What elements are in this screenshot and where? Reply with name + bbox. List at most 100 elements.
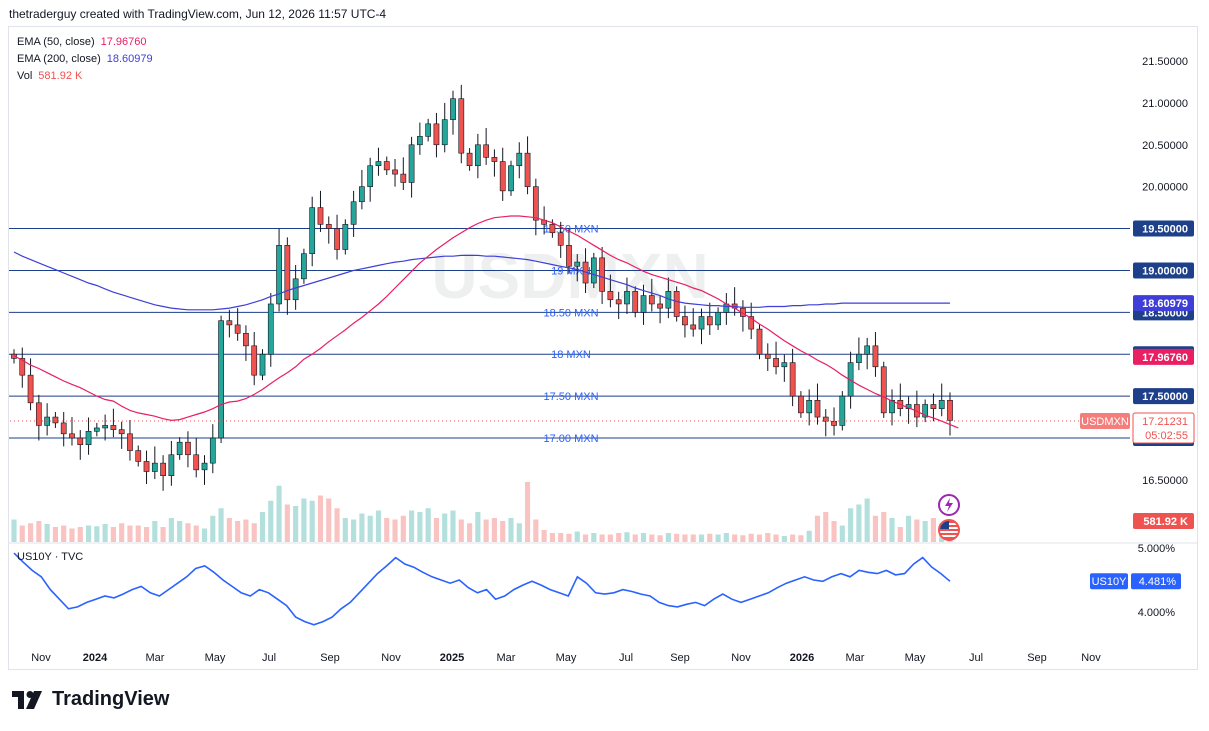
candle-body [773, 358, 779, 368]
candle-body [383, 161, 390, 171]
candle-body [350, 201, 357, 225]
candle-body [781, 362, 788, 368]
level-label: 17.00 MXN [543, 433, 598, 445]
volume-bar [649, 534, 655, 542]
volume-bar [475, 512, 481, 542]
time-tick: Nov [731, 652, 751, 664]
candle-body [566, 245, 572, 267]
candle-body [118, 429, 125, 435]
volume-bar [384, 518, 390, 542]
candle-body [524, 152, 531, 187]
candle-body [35, 402, 42, 426]
legend-ema200[interactable]: EMA (200, close) 18.60979 [17, 51, 153, 68]
volume-bar [707, 533, 713, 542]
price-axis[interactable]: 21.50000 21.00000 20.50000 20.00000 16.50000… [1133, 56, 1194, 619]
candle-body [706, 316, 713, 326]
candle-body [499, 161, 506, 192]
volume-bar [317, 495, 324, 542]
legend-vol[interactable]: Vol 581.92 K [17, 68, 153, 85]
candle-body [334, 228, 340, 250]
volume-bar [632, 534, 638, 542]
candle-body [607, 291, 614, 301]
volume-bar [94, 526, 100, 542]
candle-body [143, 461, 150, 472]
candle-body [375, 161, 382, 167]
volume-bar [284, 504, 290, 542]
volume-bar [251, 523, 257, 542]
candle-body [201, 462, 208, 471]
volume-bar [235, 521, 241, 542]
candle-body [632, 291, 639, 313]
legend-vol-label: Vol [17, 70, 33, 82]
time-axis[interactable]: Nov 2024 Mar May Jul Sep Nov 2025 Mar May Jul Sep No… [31, 652, 1101, 664]
lightning-event-icon[interactable] [938, 494, 960, 516]
volume-bar [168, 518, 174, 542]
volume-bar [582, 534, 589, 542]
legend-ema50-value: 17.96760 [100, 36, 147, 48]
level-axis-label: 19.50000 [1142, 224, 1188, 236]
level-label: 19.50 MXN [543, 224, 598, 236]
candle-body [19, 358, 26, 376]
price-badge-bg [1132, 412, 1195, 444]
candle-body [110, 425, 117, 430]
chart-frame [8, 26, 1198, 670]
volume-bar [665, 533, 671, 542]
candle-body [764, 353, 771, 359]
volume-bar [607, 534, 613, 542]
volume-bar [367, 515, 373, 542]
volume-bar [715, 534, 721, 542]
candle-body [218, 320, 224, 439]
volume-bar [616, 533, 622, 542]
candle-body [715, 312, 721, 326]
legend-ema200-value: 18.60979 [106, 53, 153, 65]
volume-bar [748, 533, 754, 542]
ema50-badge-bg [1133, 348, 1194, 365]
volume-bar [698, 534, 705, 542]
volume-bar [392, 519, 398, 542]
candle-body [325, 224, 332, 229]
candle-body [532, 186, 539, 221]
volume-bar [781, 536, 787, 542]
candle-body [822, 416, 829, 422]
candle-body [814, 399, 821, 418]
volume-bar [425, 508, 431, 542]
candle-body [425, 123, 432, 137]
volume-bar [566, 533, 572, 542]
candle-body [930, 404, 937, 409]
volume-bar [69, 528, 75, 542]
candle-body [947, 399, 953, 421]
us10y-value-bg [1131, 573, 1181, 590]
volume-bar [309, 500, 315, 542]
candle-body [301, 253, 307, 280]
candle-body [673, 291, 680, 317]
candle-body [359, 186, 365, 203]
candle-body [922, 404, 929, 418]
volume-bar [558, 533, 564, 542]
candle-body [367, 165, 374, 187]
tradingview-logo[interactable]: TradingView [12, 688, 169, 711]
us-flag-icon[interactable] [938, 519, 960, 541]
legend-ema50[interactable]: EMA (50, close) 17.96760 [17, 34, 153, 51]
volume-bar [152, 521, 158, 542]
volume-bar [814, 515, 821, 542]
time-tick: May [556, 652, 577, 664]
time-tick: Mar [146, 652, 165, 664]
candle-body [889, 399, 895, 414]
candle-body [789, 362, 796, 397]
volume-bar [185, 523, 191, 542]
candle-body [44, 416, 51, 426]
time-tick: Jul [969, 652, 983, 664]
us10y-legend[interactable]: US10Y · TVC [17, 551, 84, 563]
candle-body [52, 416, 59, 424]
candle-body [176, 441, 183, 456]
tradingview-logo-icon [12, 690, 42, 709]
volume-bar [102, 524, 108, 542]
volume-bar [359, 513, 365, 542]
candle-body [615, 299, 622, 305]
volume-bar [723, 533, 729, 542]
volume-bar [467, 523, 473, 542]
volume-bar [806, 530, 812, 542]
volume-bar [27, 523, 34, 542]
price-axis-badges: 18.60979 17.96760 USDMXN 17.21231 05:02:55 58… [1080, 295, 1195, 590]
